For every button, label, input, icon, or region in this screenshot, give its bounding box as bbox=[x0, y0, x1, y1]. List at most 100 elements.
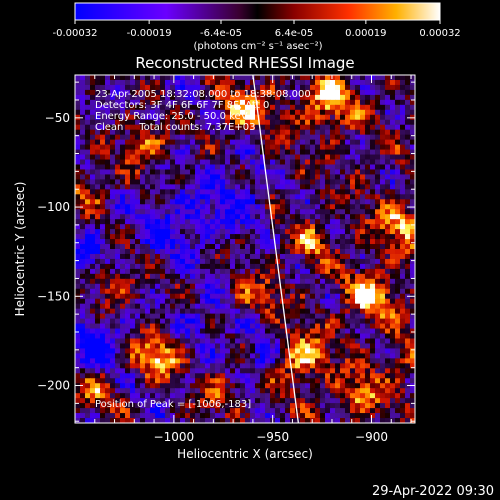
heatmap-cell bbox=[220, 313, 226, 320]
heatmap-cell bbox=[110, 278, 116, 285]
heatmap-cell bbox=[205, 214, 211, 220]
heatmap-cell bbox=[130, 378, 136, 384]
heatmap-cell bbox=[385, 194, 391, 200]
heatmap-cell bbox=[125, 174, 131, 180]
heatmap-cell bbox=[150, 194, 156, 200]
heatmap-cell bbox=[90, 388, 96, 394]
heatmap-cell bbox=[170, 403, 176, 409]
heatmap-cell bbox=[370, 313, 376, 320]
heatmap-cell bbox=[320, 234, 326, 240]
heatmap-cell bbox=[340, 258, 346, 265]
heatmap-cell bbox=[235, 239, 241, 245]
colorbar-tick-label: 6.4e-05 bbox=[275, 28, 313, 39]
heatmap-cell bbox=[175, 328, 181, 335]
heatmap-cell bbox=[160, 343, 166, 350]
heatmap-cell bbox=[80, 323, 86, 330]
heatmap-cell bbox=[185, 273, 191, 280]
heatmap-cell bbox=[270, 124, 276, 131]
heatmap-cell bbox=[335, 199, 341, 205]
heatmap-cell bbox=[290, 328, 296, 335]
heatmap-cell bbox=[335, 378, 341, 384]
heatmap-cell bbox=[150, 298, 156, 305]
heatmap-cell bbox=[145, 129, 151, 136]
heatmap-cell bbox=[290, 368, 296, 374]
heatmap-cell bbox=[335, 214, 341, 220]
heatmap-cell bbox=[250, 249, 256, 255]
heatmap-cell bbox=[285, 263, 291, 270]
heatmap-cell bbox=[240, 358, 246, 364]
heatmap-cell bbox=[240, 139, 246, 146]
heatmap-cell bbox=[305, 84, 311, 91]
heatmap-cell bbox=[310, 154, 316, 161]
heatmap-cell bbox=[220, 134, 226, 141]
heatmap-cell bbox=[310, 114, 316, 121]
heatmap-cell bbox=[300, 164, 306, 171]
heatmap-cell bbox=[290, 283, 296, 290]
heatmap-cell bbox=[120, 244, 126, 250]
heatmap-cell bbox=[255, 199, 261, 205]
heatmap-cell bbox=[340, 139, 346, 146]
heatmap-cell bbox=[300, 263, 306, 270]
heatmap-cell bbox=[75, 169, 81, 176]
heatmap-cell bbox=[80, 179, 86, 185]
heatmap-cell bbox=[180, 263, 186, 270]
heatmap-cell bbox=[275, 144, 281, 151]
heatmap-cell bbox=[305, 323, 311, 330]
heatmap-cell bbox=[135, 258, 141, 265]
heatmap-cell bbox=[240, 179, 246, 185]
heatmap-cell bbox=[340, 104, 346, 111]
heatmap-cell bbox=[315, 388, 321, 394]
heatmap-cell bbox=[155, 288, 161, 295]
heatmap-cell bbox=[310, 288, 316, 295]
heatmap-cell bbox=[160, 89, 166, 96]
heatmap-cell bbox=[100, 273, 106, 280]
heatmap-cell bbox=[160, 293, 166, 300]
heatmap-cell bbox=[355, 109, 361, 116]
heatmap-cell bbox=[285, 418, 291, 423]
heatmap-cell bbox=[345, 343, 351, 350]
heatmap-cell bbox=[325, 244, 331, 250]
heatmap-cell bbox=[375, 134, 381, 141]
heatmap-cell bbox=[280, 318, 286, 325]
heatmap-cell bbox=[175, 253, 181, 260]
heatmap-cell bbox=[85, 209, 91, 215]
heatmap-cell bbox=[285, 149, 291, 156]
heatmap-cell bbox=[365, 378, 371, 384]
heatmap-cell bbox=[115, 89, 121, 96]
heatmap-cell bbox=[175, 124, 181, 131]
heatmap-cell bbox=[165, 353, 171, 359]
heatmap-cell bbox=[225, 209, 231, 215]
heatmap-cell bbox=[325, 144, 331, 151]
heatmap-cell bbox=[95, 99, 101, 106]
heatmap-cell bbox=[235, 214, 241, 220]
heatmap-cell bbox=[395, 84, 401, 91]
heatmap-cell bbox=[315, 174, 321, 180]
heatmap-cell bbox=[180, 328, 186, 335]
heatmap-cell bbox=[95, 214, 101, 220]
heatmap-cell bbox=[200, 283, 206, 290]
heatmap-cell bbox=[325, 114, 331, 121]
heatmap-cell bbox=[250, 94, 256, 101]
heatmap-cell bbox=[260, 378, 266, 384]
heatmap-cell bbox=[360, 348, 366, 354]
heatmap-cell bbox=[95, 273, 101, 280]
heatmap-cell bbox=[75, 343, 81, 350]
heatmap-cell bbox=[190, 403, 196, 409]
heatmap-cell bbox=[295, 303, 301, 310]
heatmap-cell bbox=[395, 204, 401, 210]
heatmap-cell bbox=[260, 343, 266, 350]
heatmap-cell bbox=[335, 144, 341, 151]
heatmap-cell bbox=[260, 278, 266, 285]
heatmap-cell bbox=[360, 164, 366, 171]
heatmap-cell bbox=[125, 338, 131, 345]
heatmap-cell bbox=[310, 353, 316, 359]
heatmap-cell bbox=[180, 204, 186, 210]
heatmap-cell bbox=[350, 109, 356, 116]
heatmap-cell bbox=[100, 189, 106, 195]
heatmap-cell bbox=[230, 119, 236, 126]
heatmap-cell bbox=[405, 89, 411, 96]
heatmap-cell bbox=[305, 229, 311, 235]
heatmap-cell bbox=[300, 338, 306, 345]
heatmap-cell bbox=[230, 189, 236, 195]
heatmap-cell bbox=[140, 358, 146, 364]
